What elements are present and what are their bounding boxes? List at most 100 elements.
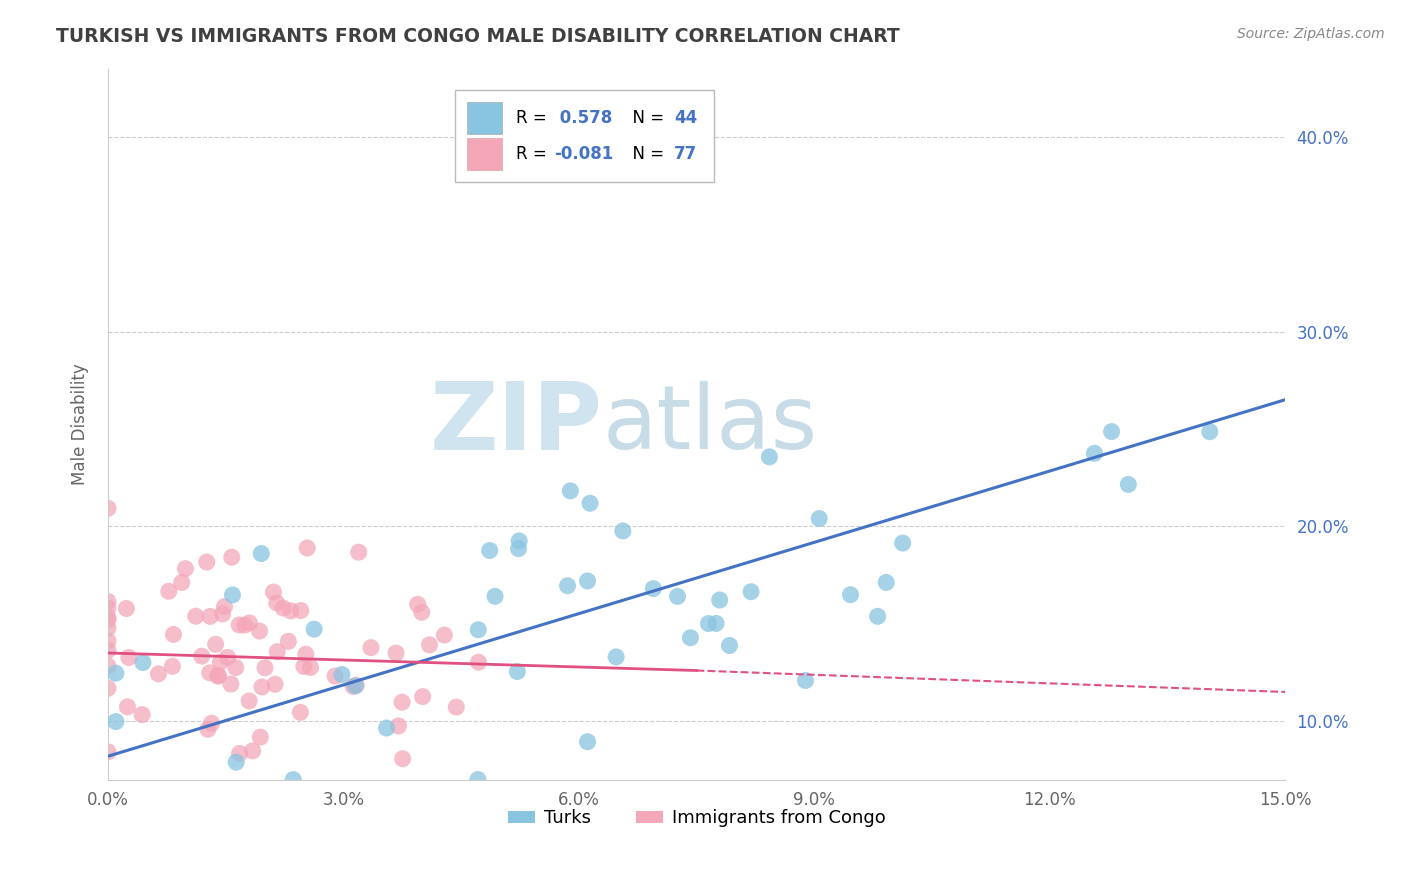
Point	[195, 555, 218, 569]
Point	[391, 695, 413, 709]
Point	[1101, 425, 1123, 439]
Point	[225, 660, 247, 674]
Point	[347, 545, 370, 559]
Point	[283, 772, 305, 787]
Point	[387, 719, 409, 733]
Point	[162, 627, 184, 641]
Point	[866, 609, 889, 624]
Point	[271, 601, 294, 615]
Point	[198, 609, 221, 624]
Point	[1118, 477, 1140, 491]
Point	[605, 649, 627, 664]
Point	[97, 643, 120, 657]
Point	[576, 574, 599, 588]
Text: -0.081: -0.081	[554, 145, 613, 163]
Point	[508, 533, 530, 548]
Point	[219, 677, 242, 691]
Point	[718, 639, 741, 653]
Point	[97, 601, 120, 615]
Point	[97, 621, 120, 635]
Point	[115, 601, 138, 615]
Point	[360, 640, 382, 655]
Point	[209, 655, 232, 669]
Point	[217, 650, 239, 665]
Point	[225, 755, 247, 769]
Point	[709, 593, 731, 607]
Point	[104, 666, 127, 681]
Point	[344, 679, 367, 693]
Point	[97, 745, 120, 759]
Point	[330, 667, 353, 681]
Point	[891, 536, 914, 550]
Point	[418, 638, 440, 652]
Point	[342, 679, 364, 693]
Point	[467, 655, 489, 669]
Point	[238, 694, 260, 708]
Text: TURKISH VS IMMIGRANTS FROM CONGO MALE DISABILITY CORRELATION CHART: TURKISH VS IMMIGRANTS FROM CONGO MALE DI…	[56, 27, 900, 45]
Point	[508, 541, 530, 556]
Point	[375, 721, 398, 735]
Point	[249, 624, 271, 639]
Text: 44: 44	[675, 110, 697, 128]
Point	[148, 666, 170, 681]
Y-axis label: Male Disability: Male Disability	[72, 363, 89, 485]
Point	[132, 656, 155, 670]
Point	[1083, 446, 1105, 460]
Point	[302, 622, 325, 636]
Point	[446, 700, 468, 714]
Point	[190, 649, 212, 664]
Point	[97, 659, 120, 673]
Point	[292, 659, 315, 673]
Point	[875, 575, 897, 590]
Point	[117, 699, 139, 714]
Point	[560, 483, 582, 498]
Point	[643, 582, 665, 596]
Point	[484, 590, 506, 604]
Point	[211, 607, 233, 621]
Point	[612, 524, 634, 538]
Point	[263, 585, 285, 599]
Point	[704, 616, 727, 631]
Point	[391, 752, 413, 766]
Point	[97, 681, 120, 696]
Point	[204, 637, 226, 651]
Point	[557, 579, 579, 593]
Point	[576, 735, 599, 749]
Point	[808, 511, 831, 525]
Legend: Turks, Immigrants from Congo: Turks, Immigrants from Congo	[501, 802, 893, 835]
Point	[411, 605, 433, 619]
Point	[299, 660, 322, 674]
Point	[97, 610, 120, 624]
Point	[323, 669, 346, 683]
Point	[97, 501, 120, 516]
Point	[295, 647, 318, 661]
Text: atlas: atlas	[602, 381, 817, 467]
Point	[207, 669, 229, 683]
Point	[344, 678, 367, 692]
Point	[221, 588, 243, 602]
Point	[118, 650, 141, 665]
Point	[250, 547, 273, 561]
Point	[242, 744, 264, 758]
Point	[290, 706, 312, 720]
Point	[679, 631, 702, 645]
FancyBboxPatch shape	[456, 90, 714, 182]
Point	[157, 584, 180, 599]
Text: N =: N =	[623, 110, 669, 128]
Point	[228, 747, 250, 761]
Point	[478, 543, 501, 558]
Point	[697, 616, 720, 631]
Point	[794, 673, 817, 688]
Point	[233, 618, 256, 632]
Point	[467, 623, 489, 637]
Point	[253, 661, 276, 675]
Point	[198, 665, 221, 680]
Point	[406, 597, 429, 611]
Point	[97, 594, 120, 608]
Point	[740, 584, 762, 599]
Point	[277, 634, 299, 648]
Point	[280, 604, 302, 618]
Text: Source: ZipAtlas.com: Source: ZipAtlas.com	[1237, 27, 1385, 41]
Point	[221, 550, 243, 565]
Text: R =: R =	[516, 145, 553, 163]
